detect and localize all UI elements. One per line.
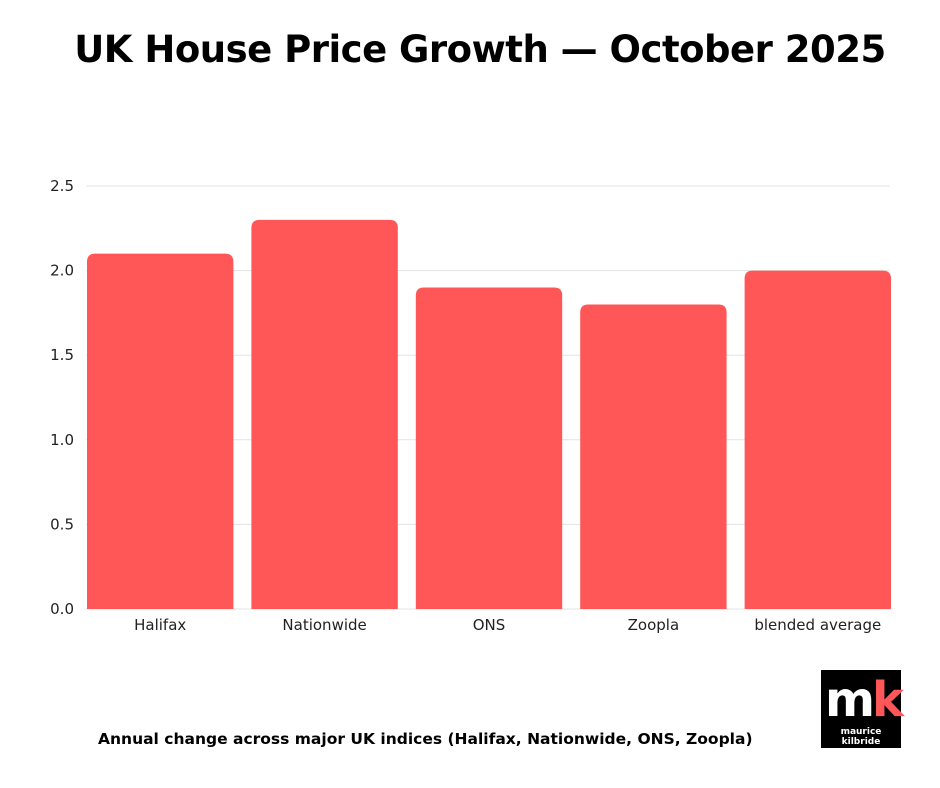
x-tick-label: Halifax [134, 616, 186, 634]
y-tick-label: 1.5 [50, 346, 74, 364]
y-tick-label: 2.5 [50, 177, 74, 195]
bar [87, 253, 234, 609]
logo-name: maurice kilbride [840, 727, 882, 747]
bar [580, 304, 727, 609]
y-tick-label: 0.0 [50, 600, 74, 618]
x-tick-label: blended average [754, 616, 881, 634]
brand-logo: mk maurice kilbride [821, 670, 904, 748]
x-tick-label: Nationwide [282, 616, 366, 634]
bar [415, 287, 563, 609]
chart-subtitle: Annual change across major UK indices (H… [98, 730, 753, 748]
y-tick-label: 1.0 [50, 431, 74, 449]
chart-title: UK House Price Growth — October 2025 [74, 28, 886, 71]
x-tick-label: Zoopla [628, 616, 680, 634]
bar [744, 270, 891, 609]
bar [251, 219, 398, 609]
logo-mark: mk [825, 672, 904, 728]
y-tick-label: 0.5 [50, 515, 74, 533]
y-tick-label: 2.0 [50, 262, 74, 280]
x-tick-label: ONS [473, 616, 506, 634]
